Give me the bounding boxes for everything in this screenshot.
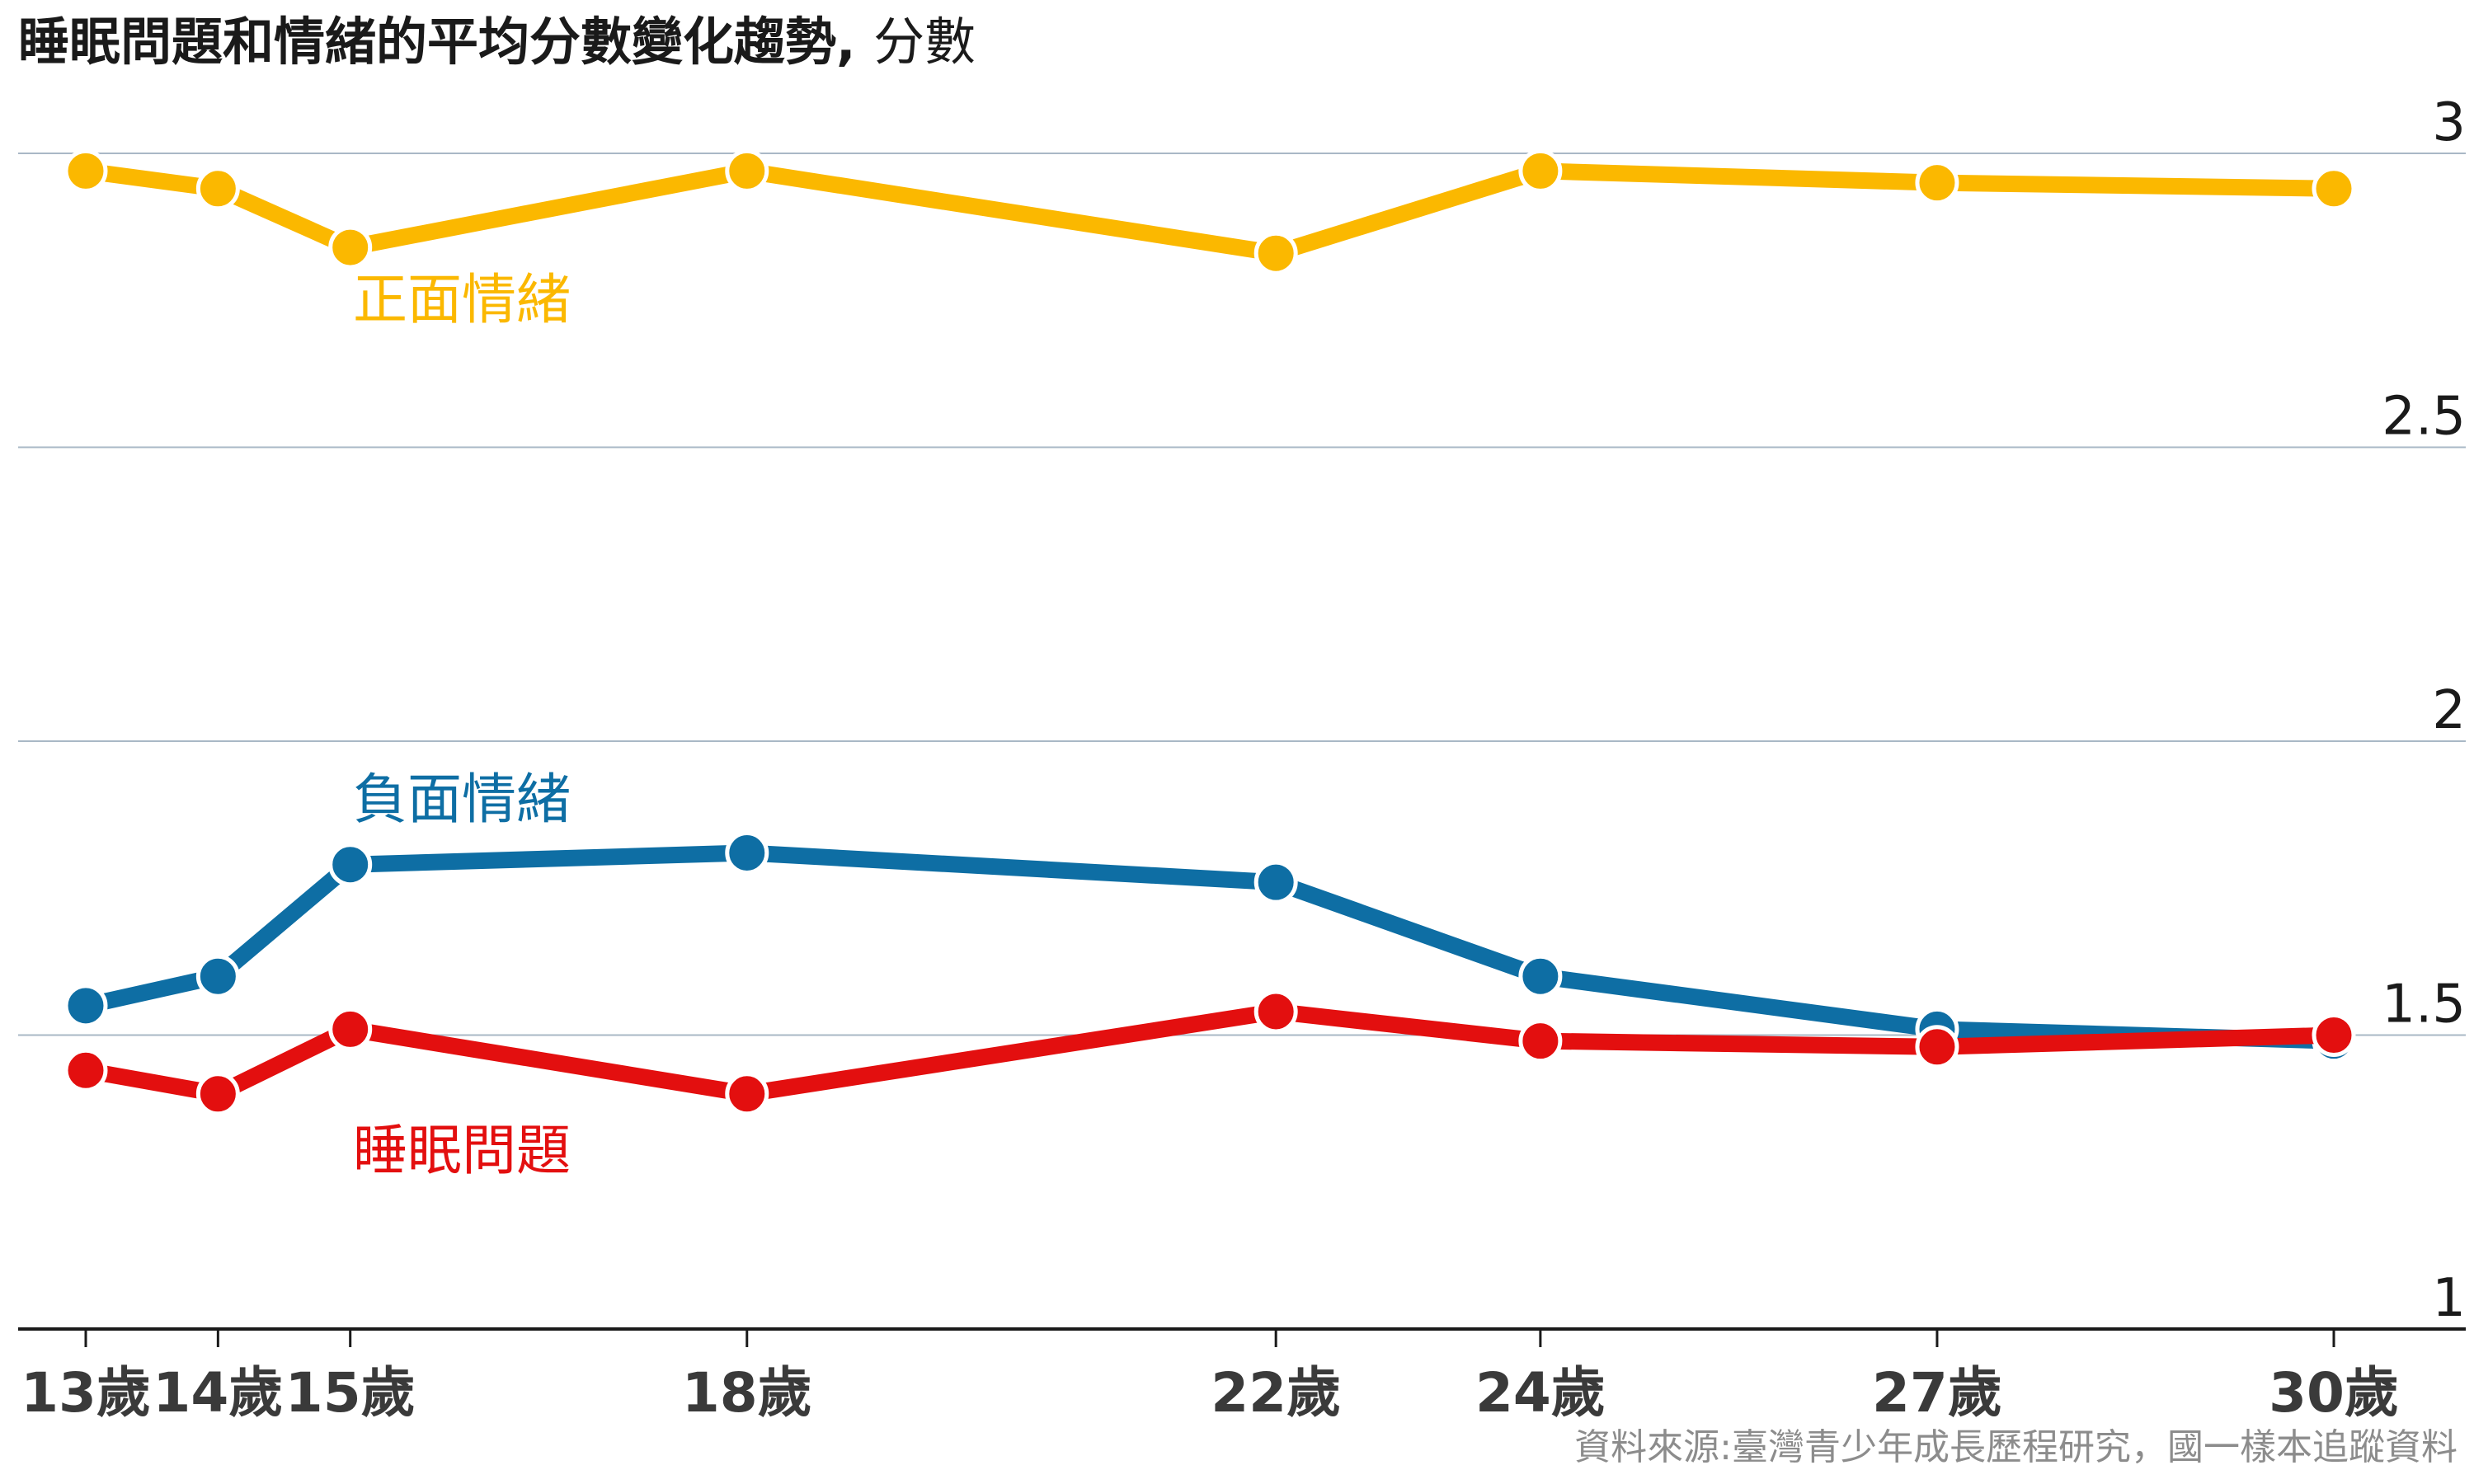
data-point-1-24[interactable]	[1518, 954, 1563, 998]
data-point-2-24[interactable]	[1518, 1019, 1563, 1064]
series-group	[63, 148, 2356, 1116]
data-point-1-18[interactable]	[725, 830, 769, 875]
series-label-2: 睡眠問題	[353, 1119, 571, 1182]
x-tick-label-30: 30歲	[2269, 1361, 2399, 1425]
x-tick-label-27: 27歲	[1872, 1361, 2002, 1425]
data-point-0-24[interactable]	[1518, 148, 1563, 193]
data-point-1-14[interactable]	[195, 954, 240, 998]
data-point-2-30[interactable]	[2312, 1013, 2356, 1057]
data-point-0-18[interactable]	[725, 148, 769, 193]
x-tick-label-15: 15歲	[285, 1361, 416, 1425]
data-point-1-15[interactable]	[328, 843, 373, 887]
y-tick-label-2-5: 2.5	[2382, 387, 2466, 448]
x-tick-label-22: 22歲	[1211, 1361, 1341, 1425]
data-point-2-18[interactable]	[725, 1072, 769, 1116]
data-point-0-27[interactable]	[1915, 161, 1959, 205]
chart-title: 睡眠問題和情緒的平均分數變化趨勢, 分數	[18, 12, 976, 72]
data-point-2-27[interactable]	[1915, 1025, 1959, 1069]
x-tick-label-24: 24歲	[1475, 1361, 1606, 1425]
series-0	[63, 148, 2356, 275]
x-tick-label-14: 14歲	[153, 1361, 283, 1425]
data-point-0-14[interactable]	[195, 167, 240, 211]
data-point-2-14[interactable]	[195, 1072, 240, 1116]
data-point-0-15[interactable]	[328, 225, 373, 270]
chart-unit: 分數	[873, 12, 976, 72]
data-point-2-13[interactable]	[63, 1048, 108, 1092]
y-tick-label-3: 3	[2432, 92, 2466, 153]
y-tick-label-1: 1	[2432, 1268, 2466, 1329]
series-label-1: 負面情緒	[353, 768, 571, 831]
data-point-1-22[interactable]	[1253, 860, 1298, 904]
y-axis-ticks: 1 1.5 2 2.5 3	[2382, 92, 2466, 1329]
data-point-0-22[interactable]	[1253, 231, 1298, 275]
series-label-0: 正面情緒	[353, 268, 571, 331]
data-point-0-30[interactable]	[2312, 167, 2356, 211]
x-axis-ticks: 13歲 14歲 15歲 18歲 22歲 24歲 27歲 30歲	[21, 1329, 2399, 1425]
y-tick-label-2: 2	[2432, 680, 2466, 741]
series-line-2	[78, 1003, 2342, 1102]
chart-title-text: 睡眠問題和情緒的平均分數變化趨勢	[18, 12, 836, 72]
data-point-0-13[interactable]	[63, 148, 108, 193]
data-point-2-15[interactable]	[328, 1007, 373, 1051]
source-note: 資料來源:臺灣青少年成長歷程研究，國一樣本追蹤資料	[1574, 1426, 2458, 1468]
x-tick-label-18: 18歲	[682, 1361, 812, 1425]
y-tick-label-1-5: 1.5	[2382, 974, 2466, 1036]
series-line-1	[78, 844, 2342, 1050]
series-2	[63, 989, 2356, 1116]
series-line-0	[78, 162, 2342, 262]
chart-title-separator: ,	[836, 12, 873, 72]
x-tick-label-13: 13歲	[21, 1361, 151, 1425]
data-point-1-13[interactable]	[63, 984, 108, 1028]
data-point-2-22[interactable]	[1253, 989, 1298, 1034]
